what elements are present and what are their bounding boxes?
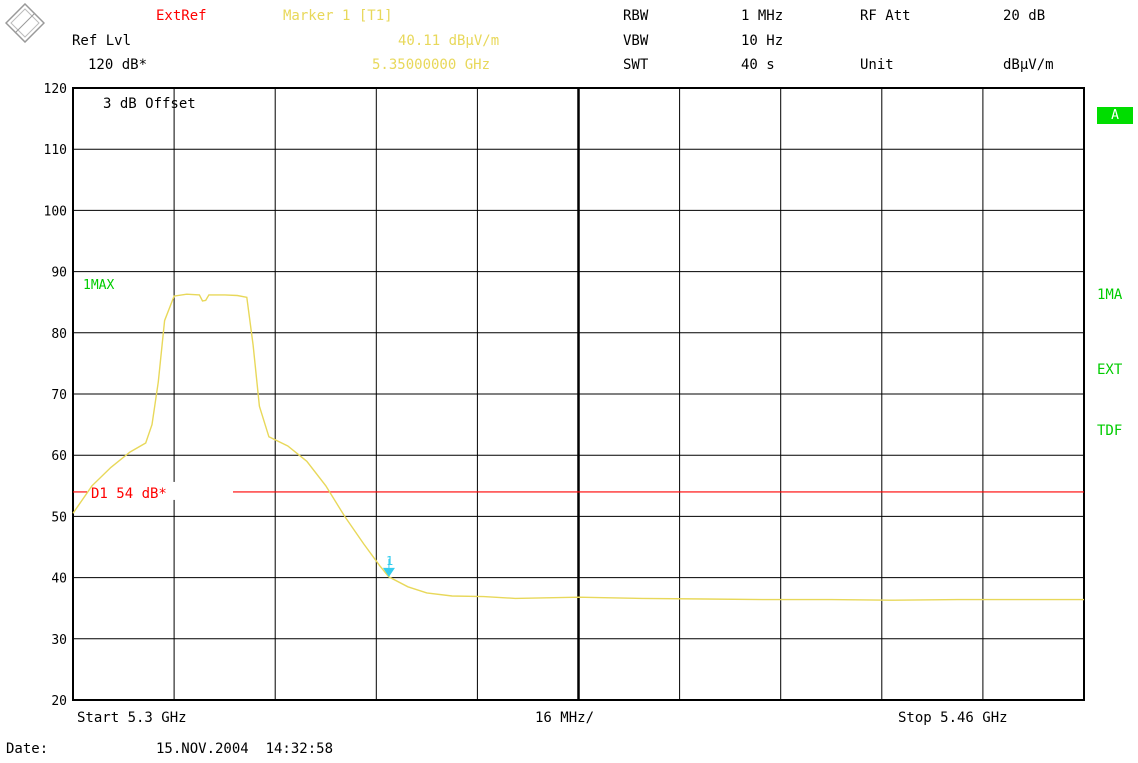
y-tick-label: 60 — [51, 449, 67, 464]
marker-frequency: 5.35000000 GHz — [372, 57, 491, 73]
display-line-label-bg — [87, 481, 233, 500]
span-per-division: 16 MHz/ — [535, 710, 595, 726]
marker-label: Marker 1 [T1] — [283, 8, 393, 24]
vbw-label: VBW — [623, 33, 649, 49]
y-tick-label: 40 — [51, 572, 67, 587]
rbw-value: 1 MHz — [741, 8, 784, 24]
ext-ref-label: ExtRef — [156, 8, 207, 24]
date-value: 15.NOV.2004 14:32:58 — [156, 741, 334, 757]
swt-label: SWT — [623, 57, 649, 73]
marker-level: 40.11 dBµV/m — [398, 33, 500, 49]
y-tick-label: 120 — [44, 82, 67, 97]
y-tick-label: 110 — [44, 143, 67, 158]
trace-mode-label: 1MA — [1097, 287, 1123, 303]
offset-annotation: 3 dB Offset — [103, 96, 196, 112]
vbw-value: 10 Hz — [741, 33, 784, 49]
marker-label: 1 — [386, 554, 393, 568]
rf-att-label: RF Att — [860, 8, 911, 24]
trace-a-badge: A — [1097, 107, 1133, 124]
y-tick-label: 90 — [51, 266, 67, 281]
y-tick-label: 20 — [51, 694, 67, 709]
ref-lvl-value: 120 dB* — [88, 57, 148, 73]
trace-label: 1MAX — [83, 278, 114, 293]
stop-frequency: Stop 5.46 GHz — [898, 710, 1008, 726]
rbw-label: RBW — [623, 8, 649, 24]
rf-att-value: 20 dB — [1003, 8, 1046, 24]
ref-lvl-label: Ref Lvl — [72, 33, 132, 49]
marker-icon — [382, 567, 395, 577]
unit-label: Unit — [860, 57, 894, 73]
tdf-label: TDF — [1097, 423, 1123, 439]
rohde-schwarz-logo-icon — [5, 3, 45, 43]
y-tick-label: 30 — [51, 633, 67, 648]
swt-value: 40 s — [741, 57, 775, 73]
date-label: Date: — [6, 741, 49, 757]
y-tick-label: 100 — [44, 204, 67, 219]
y-tick-label: 70 — [51, 388, 67, 403]
unit-value: dBµV/m — [1003, 57, 1054, 73]
y-tick-label: 80 — [51, 327, 67, 342]
y-tick-label: 50 — [51, 510, 67, 525]
start-frequency: Start 5.3 GHz — [77, 710, 187, 726]
ext-label: EXT — [1097, 362, 1123, 378]
display-line-label: D1 54 dB* — [91, 486, 167, 502]
trace-line — [72, 293, 1084, 601]
